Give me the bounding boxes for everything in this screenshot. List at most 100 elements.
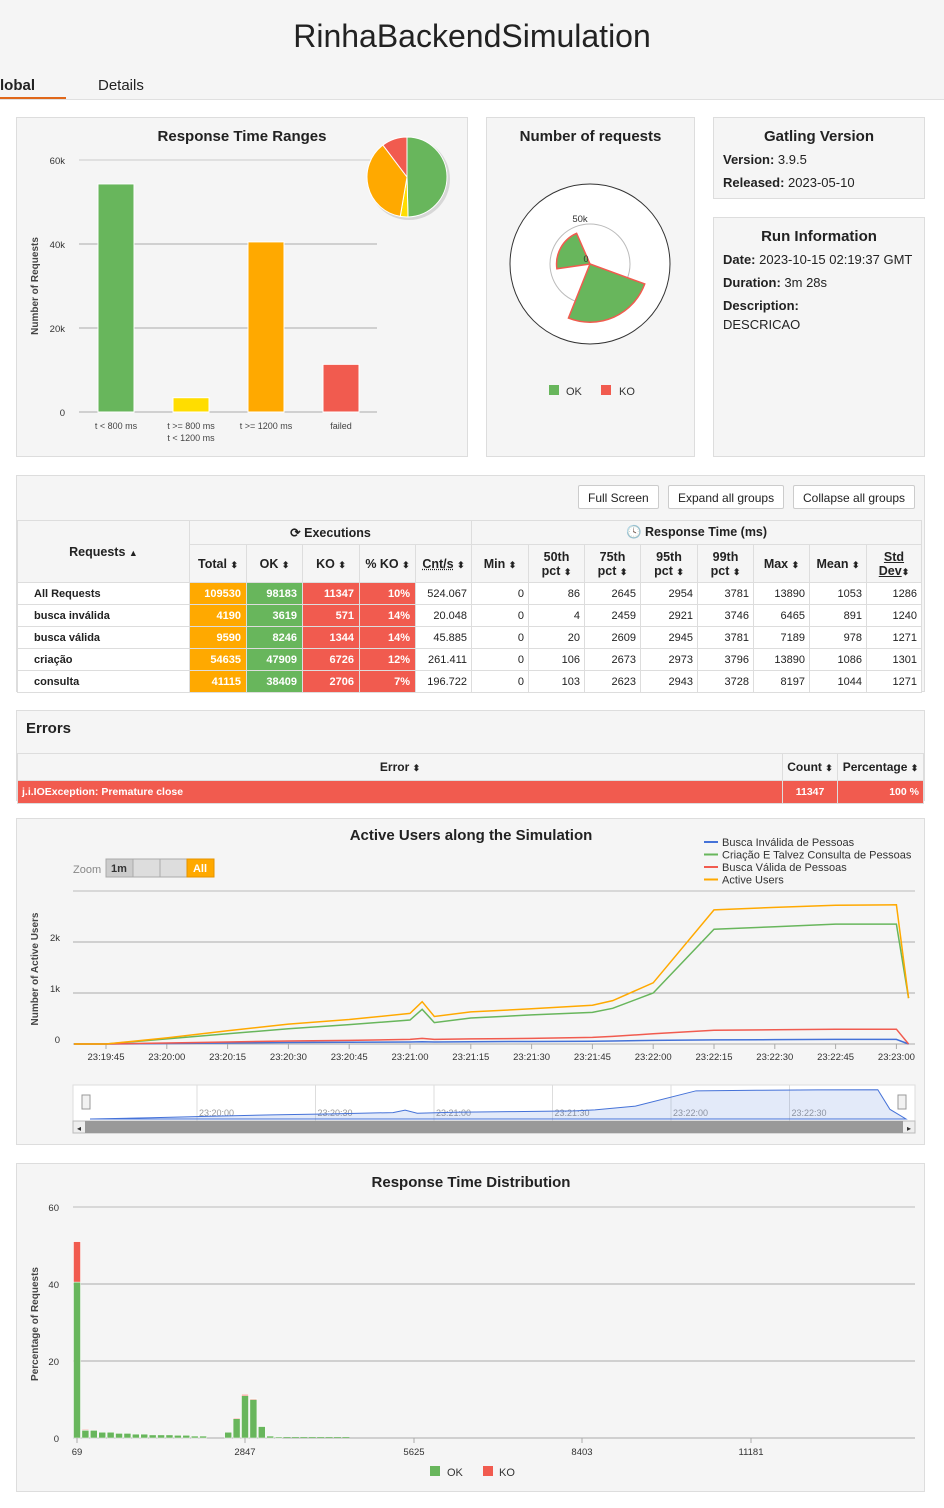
- dist-bar-ok[interactable]: [165, 1434, 174, 1439]
- dist-bar-ok[interactable]: [342, 1437, 350, 1438]
- dist-bar-ok[interactable]: [274, 1436, 283, 1439]
- au-legend-label[interactable]: Busca Válida de Pessoas: [722, 862, 847, 874]
- dist-bar-ok[interactable]: [90, 1430, 98, 1439]
- scroll-left-icon[interactable]: ◂: [77, 1124, 81, 1133]
- au-series-line[interactable]: [74, 904, 910, 1045]
- au-legend-label[interactable]: Busca Inválida de Pessoas: [722, 837, 855, 849]
- dist-bar-ok[interactable]: [73, 1281, 81, 1439]
- col-cnts[interactable]: Cnt/s ⬍: [415, 544, 472, 583]
- col-p50[interactable]: 50th pct ⬍: [528, 544, 585, 583]
- dist-bar-ko[interactable]: [249, 1398, 258, 1400]
- dist-bar-ko[interactable]: [241, 1394, 249, 1396]
- dist-bar-ok[interactable]: [115, 1433, 123, 1439]
- p99-value: 3781: [697, 582, 754, 605]
- zoom-blank-button[interactable]: [132, 858, 161, 878]
- stats-row[interactable]: busca inválida 4190 3619 571 14% 20.048 0 4 2459…: [17, 604, 922, 627]
- col-ok[interactable]: OK ⬍: [246, 544, 303, 583]
- col-ko[interactable]: KO ⬍: [302, 544, 360, 583]
- legend-ko-label[interactable]: KO: [619, 386, 635, 398]
- tab-details[interactable]: Details: [98, 77, 144, 94]
- dist-bar-ok[interactable]: [132, 1433, 140, 1439]
- zoom-all-button[interactable]: [186, 858, 215, 878]
- col-p99[interactable]: 99th pct ⬍: [697, 544, 754, 583]
- request-name: All Requests: [17, 582, 190, 605]
- col-count[interactable]: Count ⬍: [782, 753, 839, 781]
- ranges-bar[interactable]: [172, 397, 210, 413]
- dist-bar-ko[interactable]: [81, 1429, 90, 1431]
- navigator-scrollbar-thumb[interactable]: [85, 1121, 903, 1133]
- navigator-area[interactable]: [72, 1084, 916, 1122]
- polar-ko-sector[interactable]: [555, 232, 592, 270]
- au-series-line[interactable]: [74, 1028, 910, 1045]
- col-p75[interactable]: 75th pct ⬍: [584, 544, 641, 583]
- au-legend-label[interactable]: Active Users: [722, 875, 784, 887]
- dist-bar-ok[interactable]: [241, 1395, 249, 1439]
- col-total[interactable]: Total ⬍: [189, 544, 247, 583]
- col-std-dev[interactable]: Std Dev⬍: [866, 544, 922, 583]
- dist-bar-ok[interactable]: [182, 1435, 191, 1439]
- dist-bar-ok[interactable]: [190, 1435, 199, 1439]
- dist-bar-ok[interactable]: [224, 1431, 232, 1439]
- col-requests[interactable]: Requests ▲: [17, 520, 190, 583]
- dist-bar-ok[interactable]: [249, 1399, 258, 1439]
- col-max[interactable]: Max ⬍: [753, 544, 810, 583]
- pie-slice[interactable]: [382, 136, 408, 179]
- dist-bar-ok[interactable]: [174, 1435, 182, 1439]
- ranges-bar[interactable]: [247, 241, 285, 413]
- dist-bar-ko[interactable]: [232, 1417, 241, 1419]
- dist-bar-ok[interactable]: [232, 1418, 241, 1439]
- dist-bar-ok[interactable]: [81, 1430, 90, 1439]
- dist-bar-ok[interactable]: [266, 1435, 274, 1439]
- ranges-bar[interactable]: [97, 183, 135, 413]
- stats-row[interactable]: criação 54635 47909 6726 12% 261.411 0 106 2673 2…: [17, 648, 922, 671]
- min-value: 0: [471, 670, 529, 693]
- polar-ok-sector[interactable]: [567, 263, 646, 323]
- dist-bar-ok[interactable]: [300, 1437, 308, 1438]
- dist-bar-ok[interactable]: [317, 1437, 325, 1438]
- dist-legend-ko-label[interactable]: KO: [499, 1467, 515, 1479]
- col-p95[interactable]: 95th pct ⬍: [640, 544, 698, 583]
- au-legend-label[interactable]: Criação E Talvez Consulta de Pessoas: [722, 850, 912, 862]
- dist-bar-ko[interactable]: [73, 1241, 81, 1283]
- dist-bar-ok[interactable]: [291, 1437, 299, 1438]
- dist-bar-ok[interactable]: [140, 1433, 148, 1439]
- ranges-bar[interactable]: [322, 363, 360, 413]
- dist-bar-ok[interactable]: [106, 1431, 115, 1439]
- zoom-blank-button[interactable]: [159, 858, 188, 878]
- sort-icon: ⬍: [508, 559, 517, 570]
- col-percentage[interactable]: Percentage ⬍: [837, 753, 924, 781]
- legend-ok-label[interactable]: OK: [566, 386, 583, 398]
- dist-bar-ok[interactable]: [199, 1435, 207, 1439]
- dist-bar-ok[interactable]: [308, 1437, 316, 1438]
- dist-bar-ok[interactable]: [325, 1437, 333, 1438]
- pie-slice[interactable]: [366, 144, 408, 218]
- full-screen-button[interactable]: Full Screen: [578, 485, 659, 509]
- dist-bar-ok[interactable]: [333, 1437, 341, 1438]
- collapse-all-groups-button[interactable]: Collapse all groups: [793, 485, 916, 509]
- col-mean[interactable]: Mean ⬍: [809, 544, 867, 583]
- dist-bar-ok[interactable]: [148, 1434, 157, 1439]
- au-series-line[interactable]: [74, 923, 910, 1045]
- scroll-right-icon[interactable]: ▸: [907, 1124, 911, 1133]
- navigator-left-handle[interactable]: [81, 1094, 91, 1110]
- navigator-right-handle[interactable]: [897, 1094, 907, 1110]
- ok-value: 3619: [246, 604, 303, 627]
- col-min[interactable]: Min ⬍: [471, 544, 529, 583]
- dist-bar-ok[interactable]: [283, 1437, 291, 1438]
- stats-row[interactable]: consulta 41115 38409 2706 7% 196.722 0 103 2623 2…: [17, 670, 922, 693]
- pie-slice[interactable]: [406, 136, 448, 218]
- dist-bar-ok[interactable]: [258, 1426, 266, 1439]
- col-error[interactable]: Error ⬍: [16, 753, 784, 781]
- sort-icon: ⬍: [412, 763, 421, 773]
- au-series-line[interactable]: [74, 1038, 909, 1045]
- tab-global[interactable]: lobal: [0, 77, 67, 99]
- col-pct-ko[interactable]: % KO ⬍: [359, 544, 416, 583]
- dist-bar-ok[interactable]: [123, 1433, 132, 1439]
- stats-row[interactable]: busca válida 9590 8246 1344 14% 45.885 0 20 2609…: [17, 626, 922, 649]
- dist-bar-ok[interactable]: [157, 1434, 165, 1439]
- expand-all-groups-button[interactable]: Expand all groups: [668, 485, 785, 509]
- p99-header-label: 99th: [712, 549, 739, 564]
- stats-row[interactable]: All Requests 109530 98183 11347 10% 524.067 0 8…: [17, 582, 922, 605]
- dist-bar-ok[interactable]: [98, 1431, 106, 1439]
- dist-legend-ok-label[interactable]: OK: [447, 1467, 464, 1479]
